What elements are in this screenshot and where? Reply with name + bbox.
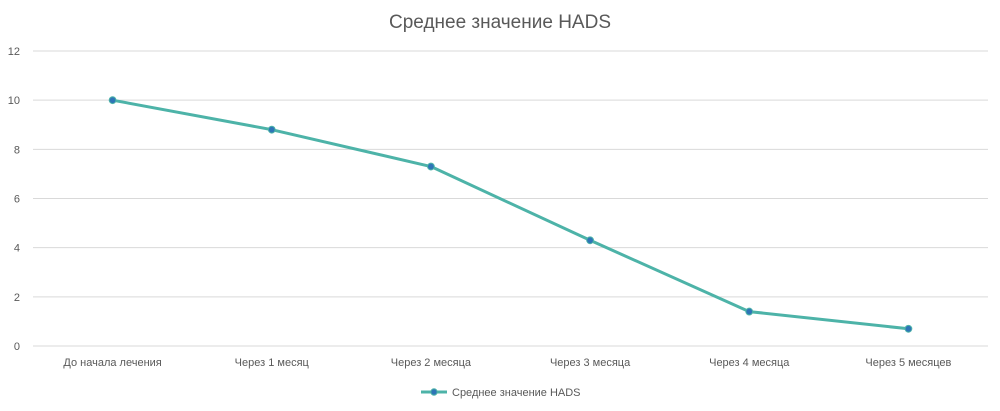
y-tick-label: 8 <box>14 144 20 156</box>
data-point <box>267 125 276 134</box>
y-axis-ticks: 0 2 4 6 8 10 12 <box>8 46 20 353</box>
y-tick-label: 10 <box>8 95 20 107</box>
data-point <box>108 96 117 105</box>
y-tick-label: 4 <box>14 243 20 255</box>
legend: Среднее значение HADS <box>421 387 581 399</box>
x-axis-ticks: До начала лечения Через 1 месяц Через 2 ме… <box>63 357 951 369</box>
data-point <box>586 236 594 245</box>
data-point <box>427 162 435 171</box>
series-layer <box>108 96 913 333</box>
x-tick-label: Через 5 месяцев <box>865 357 951 369</box>
data-point <box>904 324 913 333</box>
y-tick-label: 2 <box>14 292 20 304</box>
x-tick-label: Через 3 месяца <box>550 357 631 369</box>
y-tick-label: 6 <box>14 194 20 206</box>
legend-label: Среднее значение HADS <box>452 387 581 399</box>
y-tick-label: 12 <box>8 46 20 58</box>
gridlines <box>33 50 988 347</box>
legend-marker-swatch <box>430 388 438 396</box>
x-tick-label: Через 2 месяца <box>391 357 472 369</box>
data-point <box>745 307 754 316</box>
x-tick-label: До начала лечения <box>63 357 161 369</box>
series-line <box>112 98 909 331</box>
x-tick-label: Через 4 месяца <box>709 357 790 369</box>
y-tick-label: 0 <box>14 341 20 353</box>
chart-title: Среднее значение HADS <box>389 12 611 33</box>
x-tick-label: Через 1 месяц <box>235 357 310 369</box>
